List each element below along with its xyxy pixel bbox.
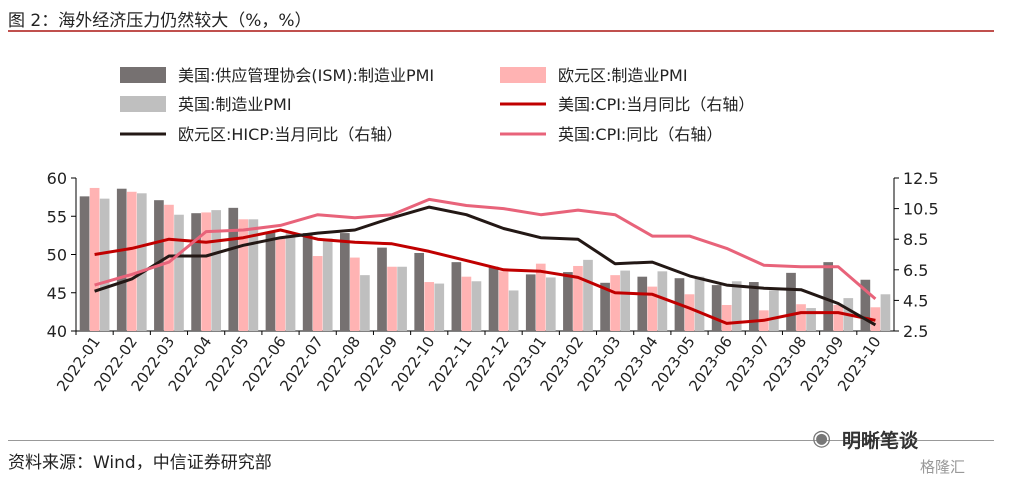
y-tick-right-label: 2.5 [903, 322, 928, 341]
bar-1-2022-09 [387, 266, 397, 331]
bar-0-2022-09 [377, 247, 387, 331]
bar-1-2022-08 [350, 257, 360, 331]
bar-0-2022-11 [451, 262, 462, 331]
wechat-icon: ◉ [812, 426, 832, 451]
line-series-2 [94, 197, 877, 301]
bar-0-2023-08 [786, 272, 796, 331]
line-series-1 [94, 205, 877, 327]
bar-0-2022-05 [228, 207, 239, 331]
y-tick-left-label: 50 [47, 246, 67, 265]
bar-0-2023-07 [748, 282, 759, 331]
bar-1-2023-03 [610, 275, 620, 331]
figure-title: 图 2：海外经济压力仍然较大（%，%） [8, 11, 312, 31]
bar-2-2023-01 [545, 277, 556, 331]
bar-1-2022-11 [461, 276, 472, 331]
bar-2-2023-02 [583, 259, 593, 331]
bar-1-2022-04 [201, 212, 211, 331]
bar-0-2022-04 [191, 213, 201, 331]
bar-2-2023-05 [694, 276, 705, 331]
bar-0-2023-04 [637, 276, 648, 331]
line-series-0 [94, 228, 876, 325]
bar-0-2023-03 [600, 282, 610, 331]
bar-0-2023-02 [563, 272, 573, 331]
legend: 美国:供应管理协会(ISM):制造业PMI 欧元区:制造业PMI 英国:制造业PMI… [120, 66, 754, 144]
bar-0-2022-01 [79, 196, 90, 331]
bar-2-2023-08 [806, 308, 816, 331]
bar-0-2022-07 [302, 233, 313, 331]
footer-divider [8, 440, 994, 441]
bar-2-2023-04 [657, 271, 668, 331]
legend-label-4: 欧元区:HICP:当月同比（右轴） [178, 125, 402, 144]
bar-1-2022-12 [498, 271, 509, 331]
bar-0-2022-02 [116, 188, 127, 331]
bar-1-2022-05 [238, 219, 249, 331]
title-divider [8, 30, 994, 32]
legend-label-5: 英国:CPI:同比（右轴） [558, 125, 722, 144]
bar-2-2022-08 [360, 275, 370, 331]
bar-2-2022-10 [434, 283, 445, 331]
y-tick-left-label: 40 [47, 322, 67, 341]
bar-1-2023-04 [647, 286, 658, 331]
legend-label-0: 美国:供应管理协会(ISM):制造业PMI [178, 66, 434, 85]
bar-1-2022-06 [275, 238, 286, 331]
bar-2-2022-03 [174, 214, 184, 331]
bar-1-2023-01 [535, 263, 546, 331]
bar-2-2022-06 [285, 233, 296, 331]
bar-2-2022-12 [508, 290, 519, 331]
bar-0-2022-12 [488, 266, 499, 331]
bar-0-2022-08 [339, 233, 350, 331]
legend-swatch-0 [120, 67, 166, 83]
y-tick-left-label: 60 [47, 169, 67, 188]
bar-0-2022-10 [414, 252, 425, 331]
bar-2-2022-01 [99, 198, 110, 331]
bar-0-2023-06 [711, 285, 722, 331]
bar-2-2023-07 [769, 290, 779, 331]
bar-1-2022-01 [89, 187, 100, 331]
bar-1-2022-02 [126, 191, 137, 331]
bar-0-2022-06 [265, 231, 276, 331]
source-note: 资料来源：Wind，中信证券研究部 [8, 453, 272, 473]
bar-2-2022-05 [248, 219, 259, 331]
legend-label-2: 英国:制造业PMI [178, 95, 292, 114]
bar-2-2022-11 [471, 281, 482, 331]
y-tick-left-label: 55 [47, 207, 67, 226]
legend-label-1: 欧元区:制造业PMI [558, 66, 688, 85]
legend-swatch-1 [500, 67, 546, 83]
y-tick-right-label: 8.5 [903, 230, 928, 249]
y-tick-right-label: 6.5 [903, 261, 928, 280]
bar-1-2023-09 [833, 304, 844, 331]
bar-1-2022-10 [424, 282, 435, 331]
y-tick-right-label: 10.5 [903, 200, 939, 219]
watermark-text: 明晰笔谈 [842, 430, 919, 452]
bar-0-2023-09 [823, 262, 834, 331]
y-tick-left-label: 45 [47, 284, 67, 303]
bar-1-2022-07 [312, 256, 323, 331]
bar-1-2023-02 [573, 265, 583, 331]
bar-2-2022-09 [397, 266, 407, 331]
bar-0-2023-10 [860, 279, 871, 331]
watermark-secondary: 格隆汇 [920, 458, 966, 476]
bar-1-2023-06 [721, 304, 732, 331]
legend-label-3: 美国:CPI:当月同比（右轴） [558, 95, 754, 114]
bar-2-2023-06 [731, 281, 742, 331]
line-series-group [94, 197, 877, 327]
bar-0-2023-01 [525, 274, 536, 331]
bar-2-2022-02 [136, 193, 147, 331]
y-tick-right-label: 4.5 [903, 291, 928, 310]
bar-2-2023-03 [620, 270, 631, 331]
legend-swatch-2 [120, 96, 166, 112]
bar-2-2023-10 [880, 294, 891, 331]
bar-1-2022-03 [164, 204, 174, 331]
y-tick-right-label: 12.5 [903, 169, 939, 188]
bar-2-2022-04 [211, 210, 222, 331]
bar-2-2022-07 [322, 238, 333, 331]
bar-1-2023-05 [684, 294, 695, 331]
bar-series-group [79, 187, 891, 331]
bar-1-2023-08 [796, 304, 806, 331]
